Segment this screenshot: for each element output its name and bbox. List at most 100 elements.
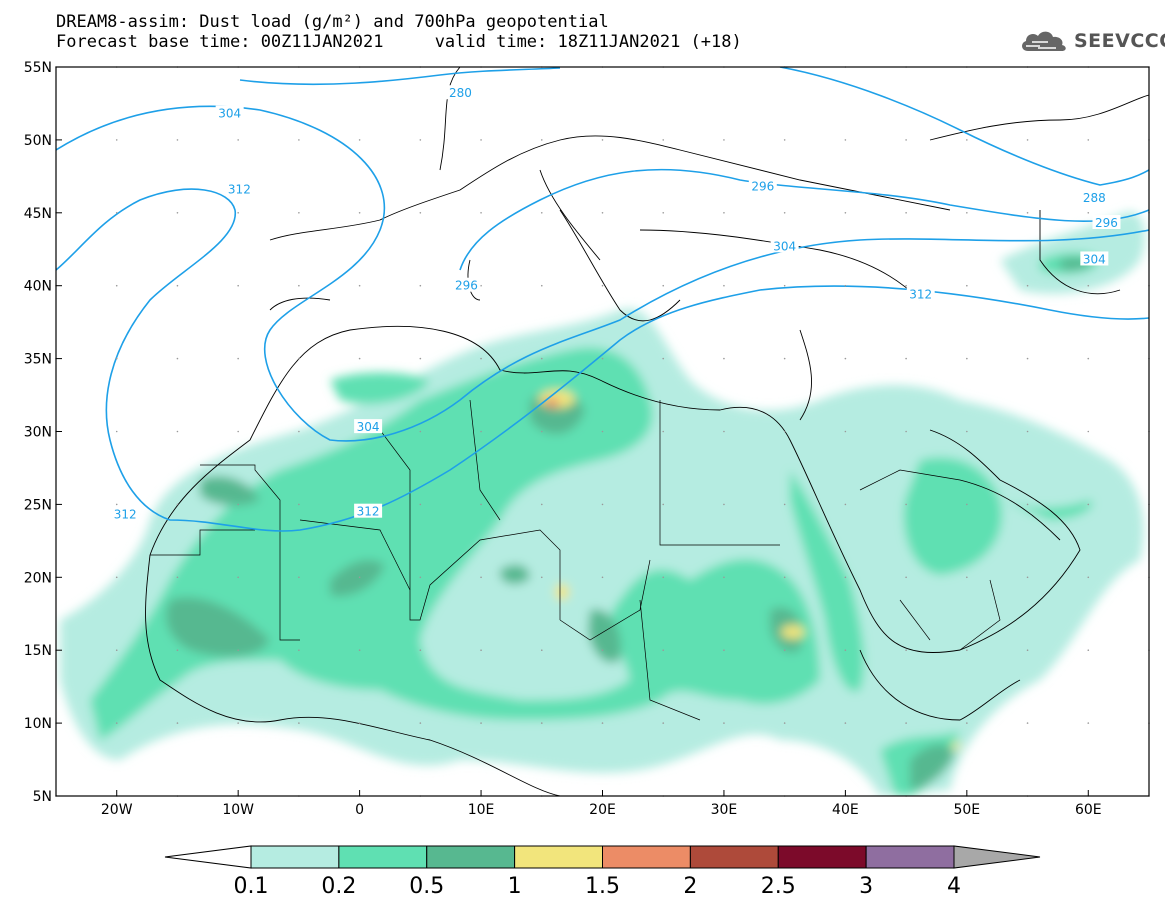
graticule-dot bbox=[1026, 649, 1029, 651]
graticule-dot bbox=[176, 576, 179, 579]
graticule-dot bbox=[540, 139, 543, 141]
graticule-dot bbox=[540, 212, 543, 214]
graticule-dot bbox=[601, 284, 604, 287]
graticule-dot bbox=[298, 139, 300, 141]
graticule-dot bbox=[783, 139, 786, 141]
lat-tick-label: 40N bbox=[24, 279, 52, 295]
graticule-dot bbox=[1026, 576, 1029, 579]
graticule-dot bbox=[480, 430, 482, 433]
graticule-dot bbox=[176, 284, 179, 287]
lat-tick-label: 20N bbox=[24, 570, 52, 586]
lat-tick-label: 5N bbox=[33, 789, 52, 805]
lat-tick-label: 30N bbox=[24, 425, 52, 441]
graticule-dot bbox=[237, 722, 239, 724]
lon-tick-label: 20W bbox=[101, 802, 133, 818]
graticule-dot bbox=[419, 722, 422, 724]
graticule-dot bbox=[905, 139, 907, 141]
graticule-dot bbox=[358, 722, 361, 724]
graticule-dot bbox=[783, 722, 786, 724]
graticule-dot bbox=[1087, 430, 1090, 433]
graticule-dot bbox=[480, 357, 482, 360]
graticule-dot bbox=[662, 430, 665, 433]
graticule-dot bbox=[419, 503, 422, 506]
contour-label: 312 bbox=[228, 182, 251, 196]
lat-tick-label: 45N bbox=[24, 206, 52, 222]
lon-tick-label: 0 bbox=[355, 802, 364, 818]
graticule-dot bbox=[905, 722, 907, 724]
contour-label-bg bbox=[748, 178, 777, 193]
graticule-dot bbox=[601, 139, 604, 141]
graticule-dot bbox=[723, 139, 725, 141]
graticule-dot bbox=[783, 576, 786, 579]
graticule-dot bbox=[176, 139, 179, 141]
lat-tick-label: 25N bbox=[24, 497, 52, 513]
graticule-dot bbox=[540, 357, 543, 360]
graticule-dot bbox=[662, 212, 665, 214]
colorbar-bin bbox=[689, 845, 779, 869]
graticule-dot bbox=[662, 139, 665, 141]
graticule-dot bbox=[115, 139, 118, 141]
contour-label-bg bbox=[1092, 215, 1121, 230]
graticule-dot bbox=[176, 357, 179, 360]
graticule-dot bbox=[298, 649, 300, 651]
graticule-dot bbox=[844, 139, 847, 141]
country-borders bbox=[150, 399, 1001, 721]
graticule-dot bbox=[298, 284, 300, 287]
colorbar: 0.1 0.2 0.5 1 1.5 2 2.5 3 4 bbox=[164, 845, 1041, 899]
colorbar-bin bbox=[514, 845, 603, 869]
colorbar-label: 3 bbox=[859, 874, 873, 899]
logo-text: SEEVCCC bbox=[1074, 30, 1165, 52]
lon-tick-label: 10E bbox=[468, 802, 495, 818]
graticule-dot bbox=[540, 722, 543, 724]
graticule-dot bbox=[1087, 576, 1090, 579]
graticule-dot bbox=[1026, 357, 1029, 360]
graticule-dot bbox=[662, 649, 665, 651]
colorbar-label: 1.5 bbox=[585, 874, 620, 899]
graticule-dot bbox=[601, 503, 604, 506]
contour-label: 304 bbox=[218, 107, 241, 121]
cloud-icon bbox=[1022, 31, 1066, 51]
graticule-dot bbox=[783, 357, 786, 360]
colorbar-label: 0.2 bbox=[321, 874, 356, 899]
contour-label-bg bbox=[1080, 190, 1109, 205]
graticule-dot bbox=[844, 284, 847, 287]
graticule-dot bbox=[601, 212, 604, 214]
graticule-dot bbox=[844, 649, 847, 651]
graticule-dot bbox=[115, 212, 118, 214]
graticule-dot bbox=[540, 284, 543, 287]
colorbar-label: 2 bbox=[683, 874, 697, 899]
graticule-dot bbox=[844, 503, 847, 506]
graticule-dot bbox=[540, 576, 543, 579]
contour-label-bg bbox=[906, 286, 935, 301]
lon-tick-label: 60E bbox=[1075, 802, 1102, 818]
graticule-dot bbox=[419, 649, 422, 651]
graticule-dot bbox=[1087, 357, 1090, 360]
graticule-dot bbox=[176, 649, 179, 651]
graticule-dot bbox=[237, 503, 239, 506]
contour-label-group: 280 304 312 296 288 296 304 304 312 296 304 312 312 bbox=[111, 85, 1121, 522]
contour-312 bbox=[56, 188, 1149, 532]
graticule-dot bbox=[237, 284, 239, 287]
graticule-dot bbox=[480, 503, 482, 506]
graticule-dot bbox=[905, 576, 907, 579]
graticule-dot bbox=[237, 139, 239, 141]
graticule-dot bbox=[844, 576, 847, 579]
graticule-dot bbox=[237, 357, 239, 360]
colorbar-bin bbox=[250, 845, 340, 869]
graticule-dot bbox=[419, 576, 422, 579]
colorbar-bin bbox=[164, 845, 252, 869]
graticule-dot bbox=[540, 430, 543, 433]
graticule-dot bbox=[844, 357, 847, 360]
graticule-dot bbox=[237, 576, 239, 579]
graticule-dot bbox=[298, 430, 300, 433]
colorbar-bin bbox=[602, 845, 691, 869]
graticule-dot bbox=[783, 284, 786, 287]
graticule-dot bbox=[966, 284, 968, 287]
contour-label-bg bbox=[770, 238, 799, 253]
contour-label-bg bbox=[446, 85, 475, 100]
dust-load-field bbox=[60, 211, 1145, 796]
graticule-dot bbox=[905, 503, 907, 506]
contour-label: 304 bbox=[357, 420, 380, 434]
graticule-dot bbox=[601, 357, 604, 360]
graticule-dot bbox=[115, 357, 118, 360]
